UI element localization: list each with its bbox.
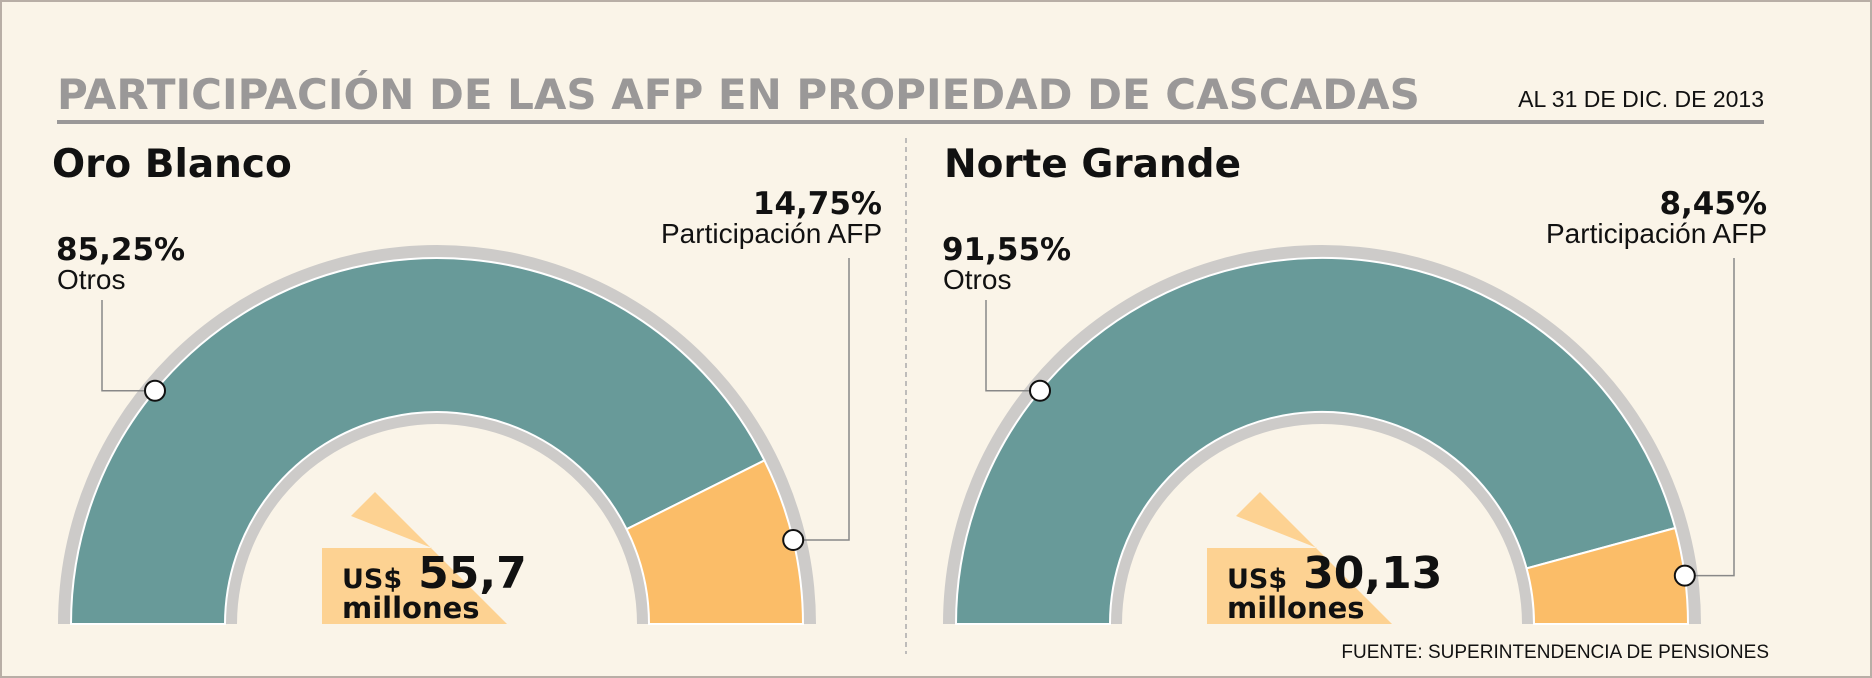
total-text: US$ 55,7 [342, 548, 527, 599]
leader-line-afp [1684, 258, 1735, 577]
slice-afp [625, 459, 805, 625]
marker-others [144, 379, 166, 402]
total-box [1207, 492, 1392, 624]
value-label-afp: 14,75% [753, 186, 882, 222]
chart-oro-blanco: Oro Blanco US$ 55,7 millones 85,25% Otro… [52, 142, 882, 625]
date-label: AL 31 DE DIC. DE 2013 [1518, 86, 1764, 112]
chart-title-norte-grande: Norte Grande [944, 142, 1241, 187]
page-title: PARTICIPACIÓN DE LAS AFP EN PROPIEDAD DE… [57, 69, 1420, 119]
chart-norte-grande: Norte Grande US$ 30,13 millones 91,55% O… [942, 142, 1767, 625]
chart-title-oro-blanco: Oro Blanco [52, 142, 292, 187]
slice-others [954, 257, 1677, 625]
marker-others [1029, 379, 1051, 402]
source-note: FUENTE: SUPERINTENDENCIA DE PENSIONES [1341, 642, 1769, 663]
value-label-afp: 8,45% [1659, 186, 1767, 222]
slice-label-afp: Participación AFP [1546, 218, 1767, 249]
marker-afp [782, 529, 805, 551]
slice-label-others: Otros [943, 264, 1011, 295]
slice-label-afp: Participación AFP [661, 218, 882, 249]
total-unit: millones [1227, 591, 1365, 625]
leader-line-others [985, 300, 1040, 392]
value-label-others: 85,25% [56, 232, 185, 268]
total-box [322, 492, 507, 624]
slice-others [69, 257, 766, 625]
total-currency: US$ [342, 564, 402, 595]
marker-afp [1673, 564, 1696, 587]
leader-line-others [101, 300, 155, 392]
total-currency: US$ [1227, 564, 1287, 595]
total-text: US$ 30,13 [1227, 548, 1442, 599]
total-unit: millones [342, 591, 480, 625]
title-underline [57, 120, 1764, 124]
value-label-others: 91,55% [942, 232, 1071, 268]
total-value: 55,7 [418, 548, 527, 599]
slice-afp [1525, 526, 1690, 625]
total-value: 30,13 [1303, 548, 1442, 599]
slice-label-others: Otros [57, 264, 125, 295]
leader-line-afp [793, 258, 850, 541]
